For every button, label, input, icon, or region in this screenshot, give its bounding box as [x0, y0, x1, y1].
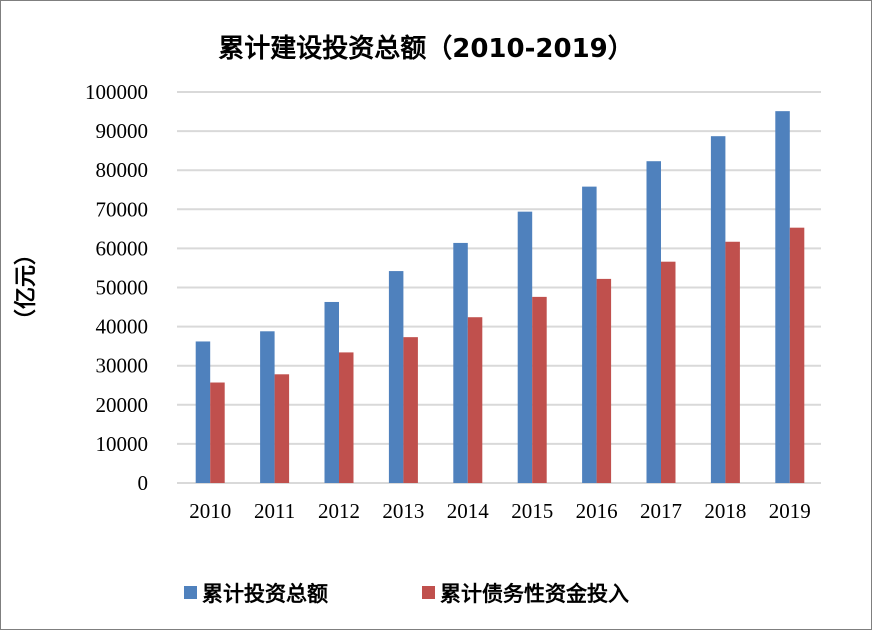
- bar-1-2014: [453, 242, 468, 483]
- bar-1-2017: [646, 161, 661, 483]
- bar-2-2014: [467, 317, 483, 483]
- bar-1-2013: [388, 271, 404, 483]
- y-tick-label: 0: [138, 471, 149, 495]
- x-tick-label: 2013: [382, 499, 424, 523]
- bar-1-2011: [260, 331, 275, 483]
- bar-1-2012: [324, 301, 339, 483]
- bar-2-2011: [274, 374, 290, 483]
- y-tick-label: 100000: [85, 80, 148, 104]
- bar-2-2012: [339, 352, 354, 483]
- bar-2-2019: [789, 227, 805, 483]
- bar-1-2010: [195, 341, 211, 483]
- x-tick-label: 2016: [576, 499, 618, 523]
- bar-1-2016: [582, 186, 597, 483]
- y-tick-label: 50000: [96, 276, 149, 300]
- y-axis-label: （亿元）: [14, 243, 39, 331]
- x-tick-label: 2010: [189, 499, 231, 523]
- bar-1-2015: [517, 211, 533, 483]
- y-tick-label: 40000: [96, 315, 149, 339]
- legend-swatch-series-1: [184, 586, 197, 599]
- x-tick-label: 2011: [254, 499, 295, 523]
- legend-label-series-1: 累计投资总额: [202, 582, 328, 606]
- bar-1-2018: [710, 136, 726, 484]
- bar-2-2010: [210, 382, 225, 483]
- chart-title: 累计建设投资总额（2010-2019）: [218, 34, 634, 64]
- y-tick-label: 60000: [96, 236, 149, 260]
- bar-2-2013: [403, 337, 418, 483]
- bar-1-2019: [775, 111, 790, 483]
- y-tick-label: 10000: [96, 432, 149, 456]
- bar-2-2018: [725, 241, 740, 483]
- y-tick-label: 70000: [96, 197, 149, 221]
- legend-label-series-2: 累计债务性资金投入: [440, 582, 629, 606]
- y-tick-label: 30000: [96, 354, 149, 378]
- bar-2-2016: [596, 278, 612, 483]
- x-tick-label: 2018: [704, 499, 746, 523]
- legend: 累计投资总额 累计债务性资金投入: [184, 582, 629, 606]
- bar-2-2015: [532, 296, 547, 483]
- x-tick-label: 2014: [447, 499, 490, 523]
- y-tick-label: 20000: [96, 393, 149, 417]
- x-tick-label: 2012: [318, 499, 360, 523]
- y-tick-label: 80000: [96, 158, 149, 182]
- legend-swatch-series-2: [422, 586, 435, 599]
- x-tick-label: 2019: [769, 499, 811, 523]
- bar-2-2017: [661, 261, 676, 483]
- x-tick-label: 2015: [511, 499, 553, 523]
- x-tick-label: 2017: [640, 499, 682, 523]
- y-tick-label: 90000: [96, 119, 149, 143]
